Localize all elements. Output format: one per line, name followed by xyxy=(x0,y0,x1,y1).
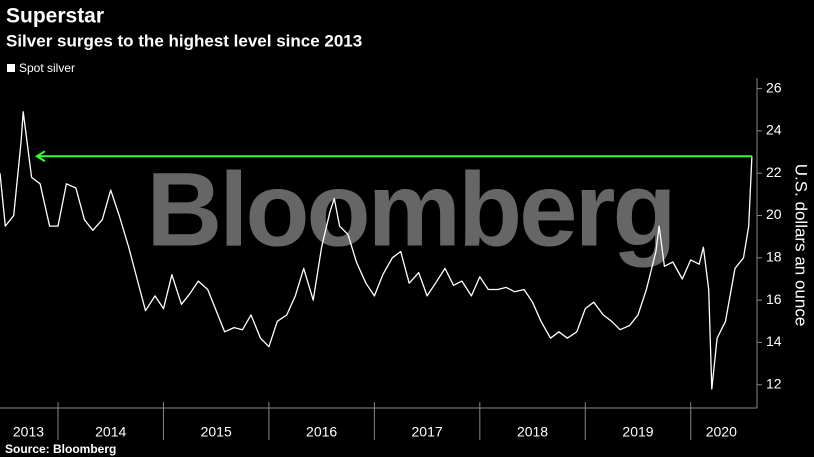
y-tick-label: 12 xyxy=(766,375,782,391)
watermark: Bloomberg xyxy=(146,152,673,269)
x-tick-label: 2015 xyxy=(201,424,232,440)
x-tick-label: 2017 xyxy=(412,424,443,440)
annotation-arrow xyxy=(35,150,752,163)
y-tick-label: 26 xyxy=(766,79,782,95)
legend-swatch xyxy=(7,64,15,72)
x-tick-label: 2020 xyxy=(706,424,737,440)
x-tick-label: 2014 xyxy=(95,424,126,440)
x-tick-label: 2013 xyxy=(13,424,44,440)
legend-label: Spot silver xyxy=(19,61,75,75)
y-tick-label: 24 xyxy=(766,122,782,138)
chart-subtitle: Silver surges to the highest level since… xyxy=(6,31,362,50)
y-tick-label: 18 xyxy=(766,249,782,265)
x-tick-label: 2019 xyxy=(622,424,653,440)
y-tick-label: 16 xyxy=(766,291,782,307)
chart-title: Superstar xyxy=(6,5,104,28)
y-tick-label: 20 xyxy=(766,206,782,222)
x-tick-label: 2016 xyxy=(306,424,337,440)
y-axis-label: U.S. dollars an ounce xyxy=(792,164,811,327)
series-line xyxy=(0,111,753,390)
y-tick-label: 14 xyxy=(766,333,782,349)
y-tick-label: 22 xyxy=(766,164,782,180)
x-tick-label: 2018 xyxy=(517,424,548,440)
source: Source: Bloomberg xyxy=(5,442,116,456)
